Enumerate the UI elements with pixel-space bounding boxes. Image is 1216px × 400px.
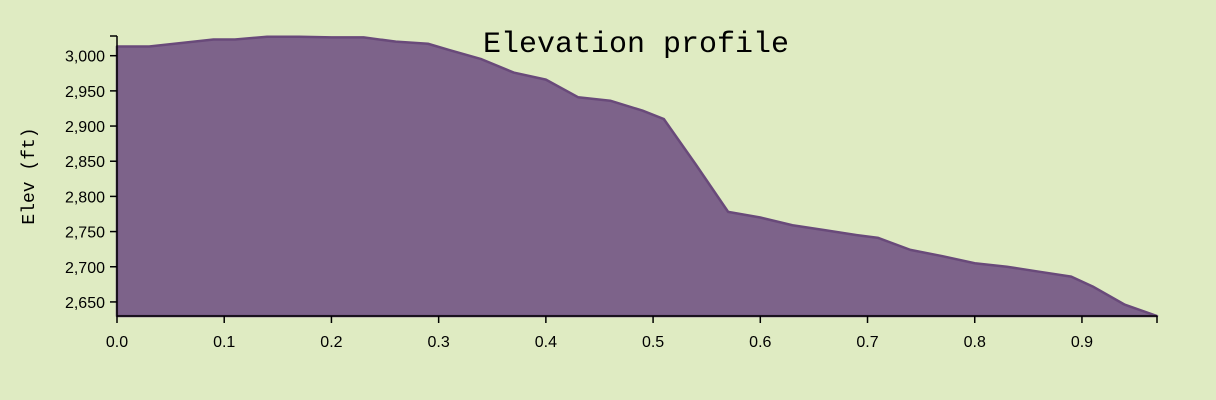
y-axis-title: Elev (ft) (20, 127, 40, 224)
x-tick-label: 0.6 (749, 334, 771, 351)
y-tick-label: 2,950 (65, 84, 105, 101)
y-tick-label: 2,650 (65, 295, 105, 312)
x-tick-label: 0.0 (106, 334, 128, 351)
y-tick-label: 2,750 (65, 225, 105, 242)
y-axis-ticks: 2,650 2,700 2,750 2,800 2,850 2,900 2,950 3,000 (65, 35, 117, 312)
x-tick-label: 0.2 (320, 334, 342, 351)
y-tick-label: 2,800 (65, 189, 105, 206)
x-tick-label: 0.8 (964, 334, 986, 351)
y-tick-label: 2,850 (65, 154, 105, 171)
x-tick-label: 0.5 (642, 334, 664, 351)
x-tick-label: 0.7 (856, 334, 878, 351)
x-axis-ticks: 0.0 0.1 0.2 0.3 0.4 0.5 0.6 0.7 0.8 0.9 (106, 316, 1158, 351)
x-tick-label: 0.9 (1071, 334, 1093, 351)
chart-title: Elevation profile (483, 28, 789, 62)
y-tick-label: 2,700 (65, 260, 105, 277)
x-tick-label: 0.3 (428, 334, 450, 351)
elevation-area (115, 35, 1159, 318)
y-tick-label: 3,000 (65, 49, 105, 66)
x-tick-label: 0.1 (213, 334, 235, 351)
x-tick-label: 0.4 (535, 334, 557, 351)
y-tick-label: 2,900 (65, 119, 105, 136)
